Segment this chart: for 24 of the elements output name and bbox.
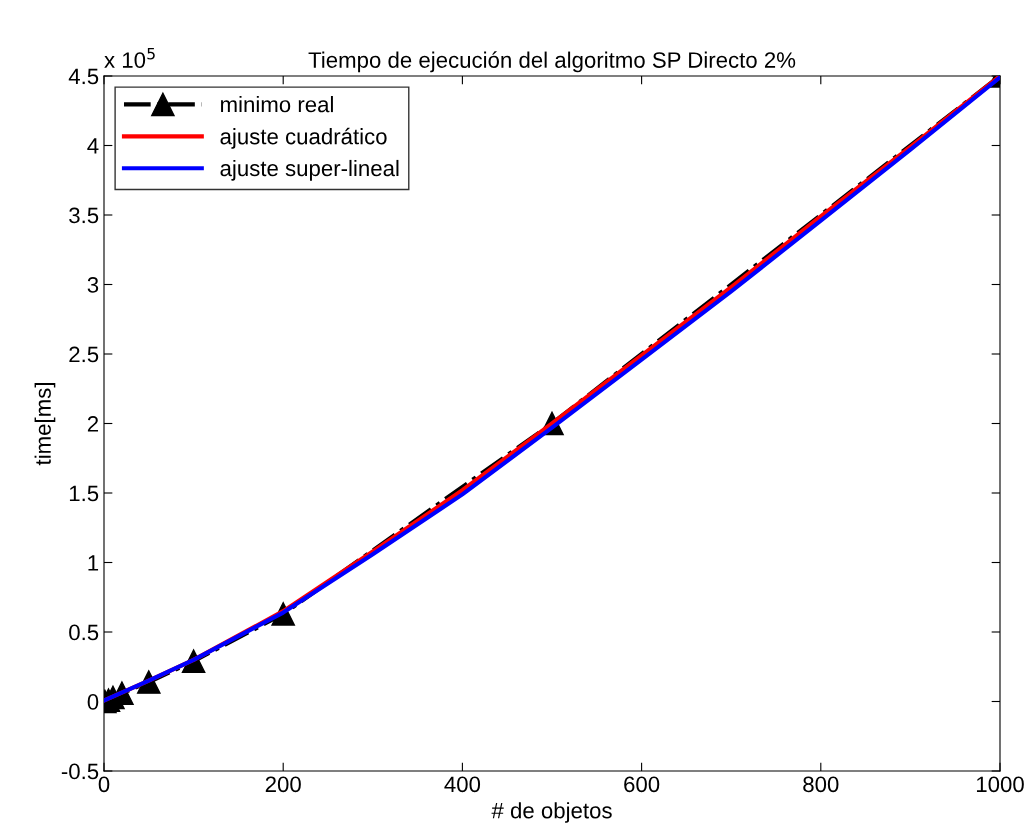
legend-label: ajuste cuadrático xyxy=(220,127,387,149)
y-tick-label: 3 xyxy=(87,277,99,293)
legend-label: minimo real xyxy=(221,96,333,113)
y-tick-label: 4.5 xyxy=(68,68,99,85)
text: x 10$^{5}$ xyxy=(104,47,155,68)
chart-title: Tiempo de ejecución del algoritmo SP Directo 2% xyxy=(308,51,796,73)
legend-label: ajuste super-lineal xyxy=(220,159,399,181)
y-tick-label: 1 xyxy=(88,555,99,571)
x-tick-label: 600 xyxy=(624,776,660,793)
x-tick-label: 400 xyxy=(444,776,481,793)
y-tick-label: -0.5 xyxy=(61,763,99,780)
y-tick-label: 0.5 xyxy=(69,624,99,641)
y-tick-label: 3.5 xyxy=(69,207,99,224)
y-tick-label: 2 xyxy=(87,416,99,432)
y-tick-label: 4 xyxy=(87,138,99,154)
y-tick-label: 0 xyxy=(87,694,99,710)
x-axis-title: # de objetos xyxy=(491,802,612,823)
x-tick-label: 0 xyxy=(98,776,110,793)
x-tick-label: 1000 xyxy=(976,776,1024,793)
y-tick-label: 2.5 xyxy=(69,346,99,363)
y-axis-title: time[ms] xyxy=(34,383,56,466)
x-tick-label: 200 xyxy=(265,776,301,793)
y-tick-label: 1.5 xyxy=(69,485,99,502)
x-tick-label: 800 xyxy=(803,776,839,793)
